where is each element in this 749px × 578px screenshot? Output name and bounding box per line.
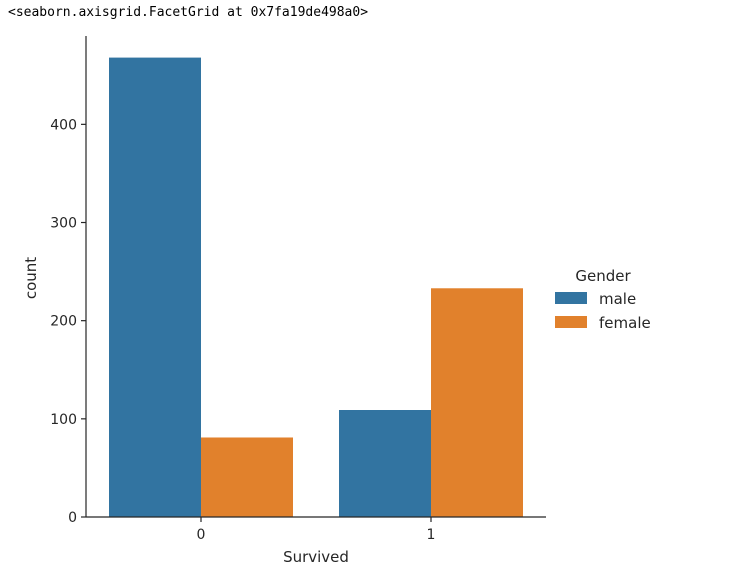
- y-axis: 0 100 200 300 400: [50, 36, 87, 526]
- legend: Gender male female: [555, 267, 651, 332]
- legend-title: Gender: [575, 267, 631, 285]
- legend-swatch-female: [555, 316, 587, 328]
- y-tick-label: 100: [50, 412, 77, 428]
- y-tick-label: 200: [50, 314, 77, 330]
- x-tick-label: 1: [427, 527, 436, 543]
- bar-male-0: [109, 57, 201, 517]
- bar-female-1: [431, 288, 523, 517]
- x-tick-label: 0: [197, 527, 206, 543]
- legend-swatch-male: [555, 292, 587, 304]
- legend-label-male: male: [599, 290, 636, 308]
- y-tick-label: 400: [50, 117, 77, 133]
- legend-label-female: female: [599, 314, 651, 332]
- y-tick-label: 300: [50, 216, 77, 232]
- x-axis-label: Survived: [283, 548, 349, 566]
- bar-male-1: [339, 410, 431, 517]
- y-tick-label: 0: [68, 510, 77, 526]
- bar-female-0: [201, 437, 293, 517]
- y-axis-label: count: [22, 257, 40, 299]
- bars-group: [109, 57, 523, 517]
- output-repr-text: <seaborn.axisgrid.FacetGrid at 0x7fa19de…: [8, 5, 369, 20]
